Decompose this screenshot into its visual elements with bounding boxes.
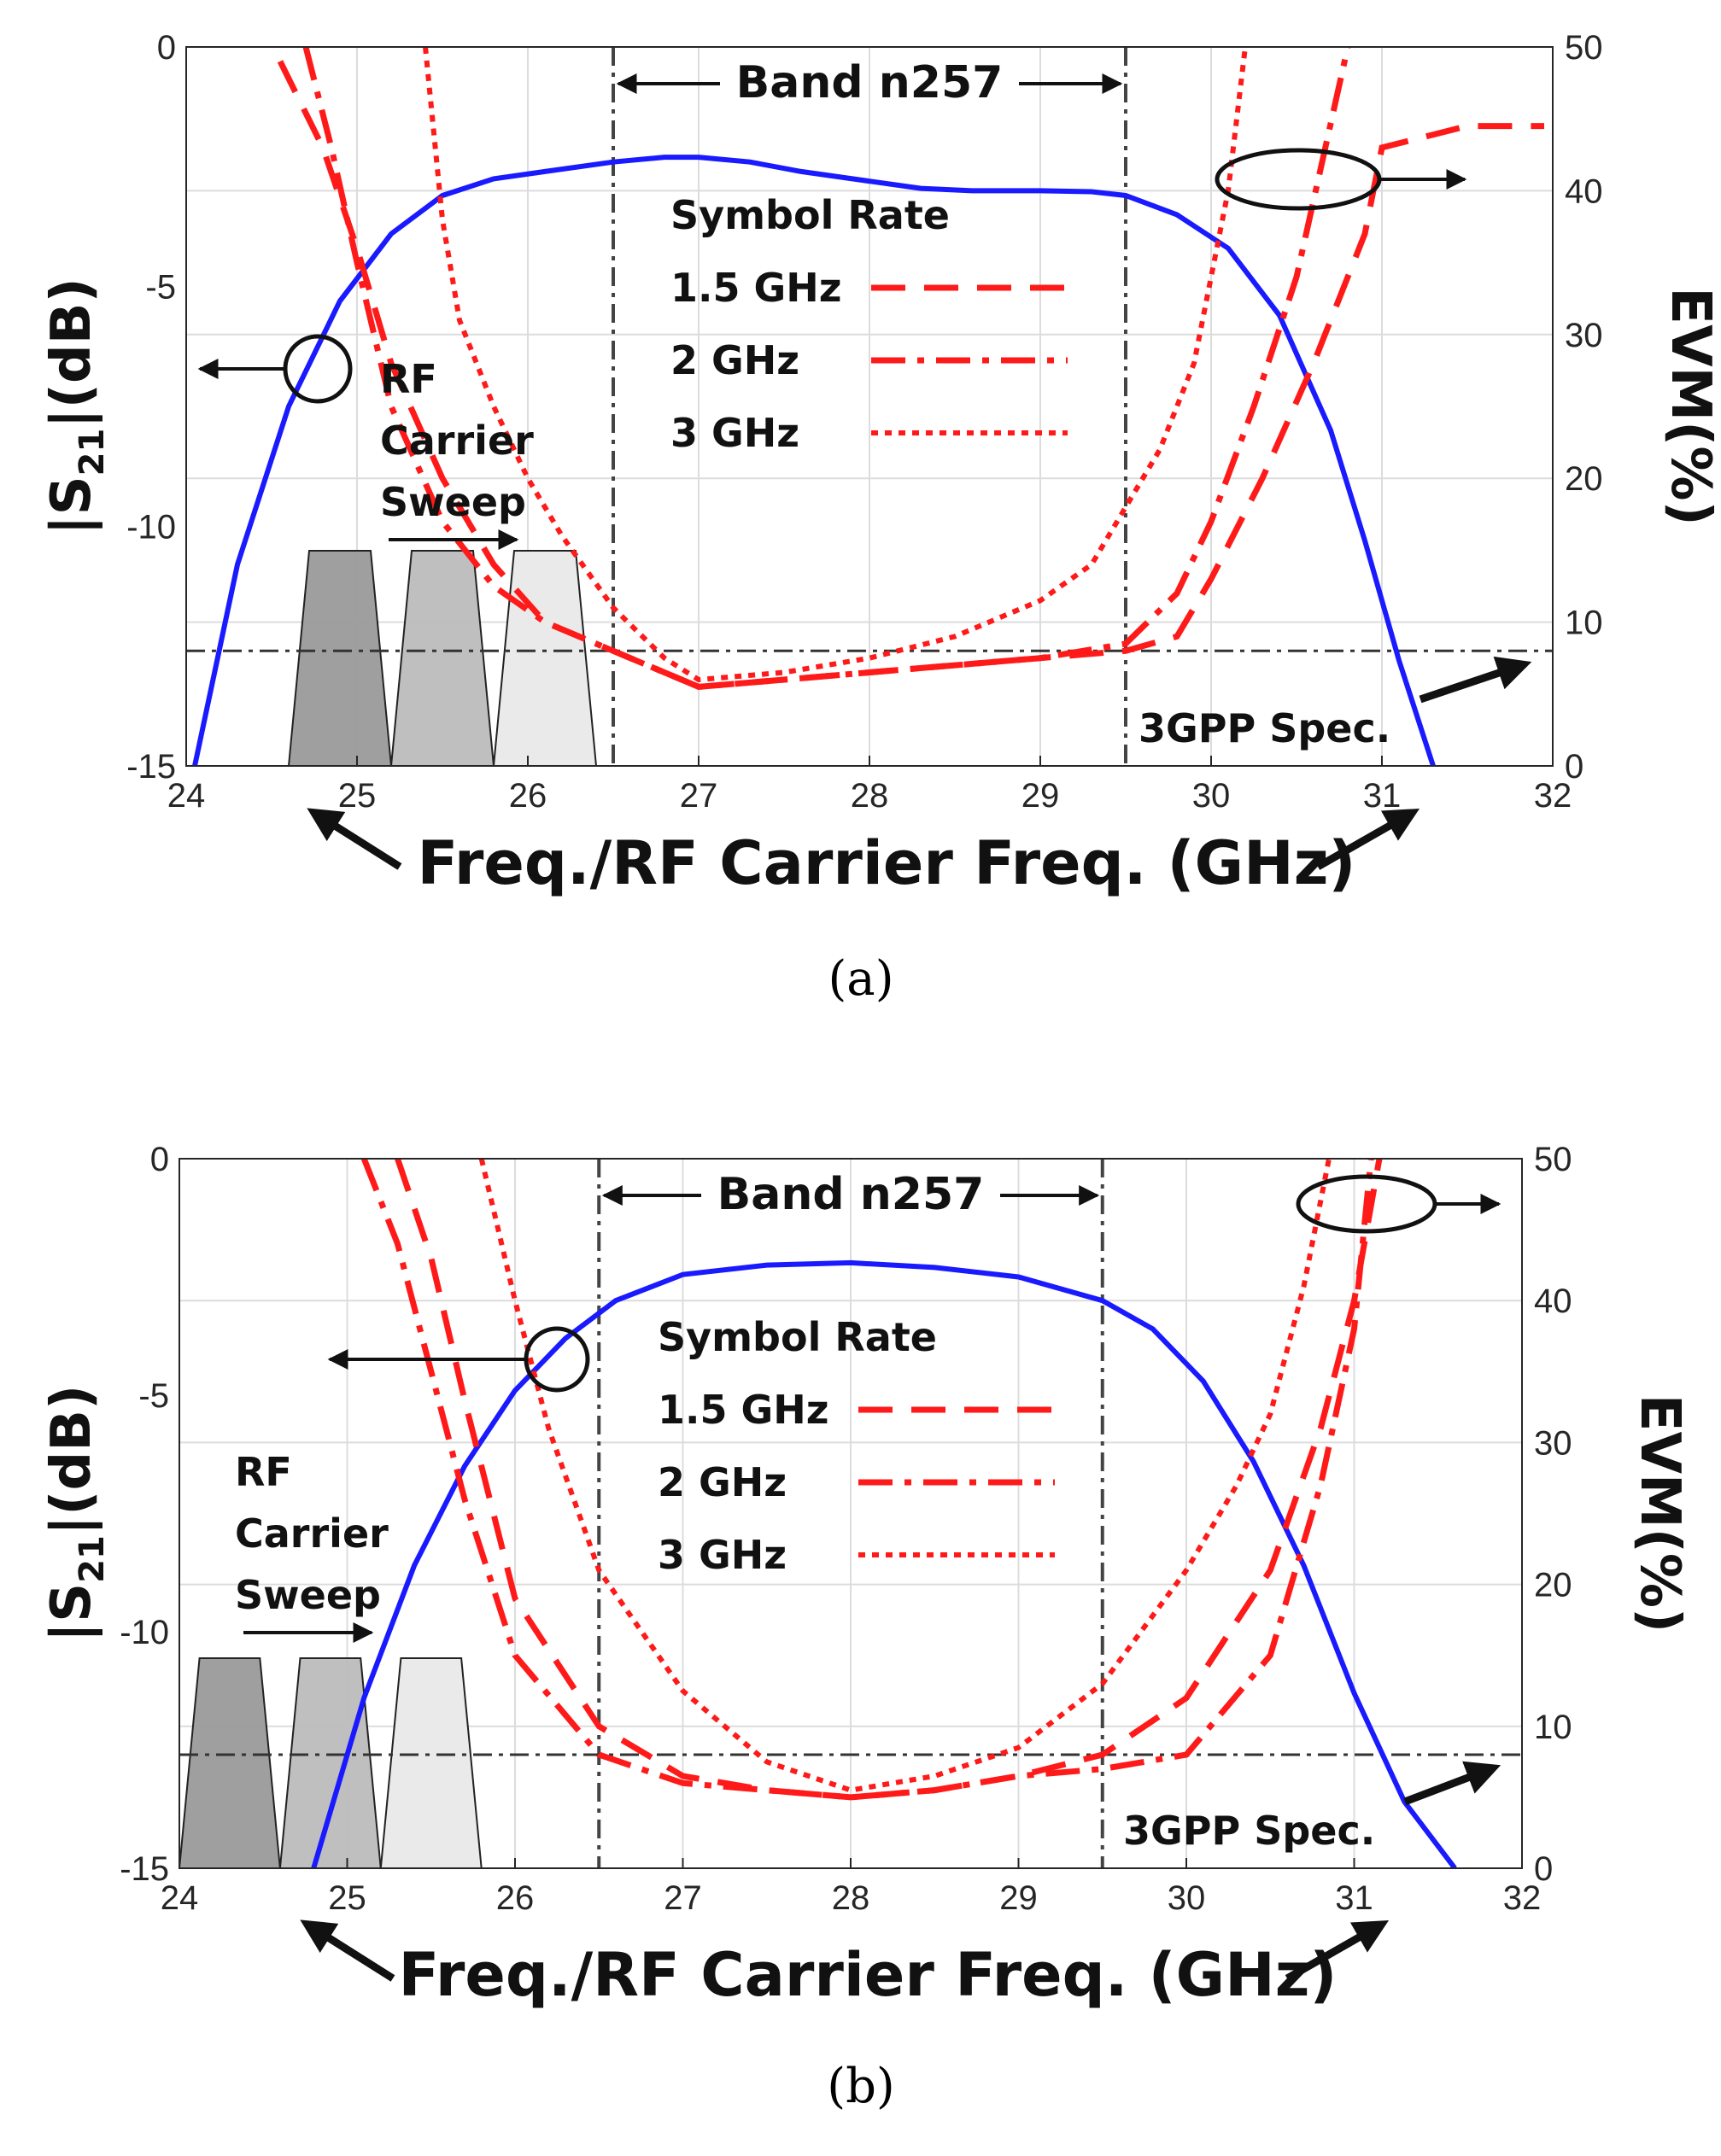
x-tick-label: 29: [999, 1879, 1038, 1917]
x-tick-label: 28: [851, 777, 889, 815]
y-right-axis-label: EVM(%): [1659, 287, 1721, 526]
x-tick-label: 25: [338, 777, 377, 815]
x-tick-label: 26: [496, 1879, 535, 1917]
carrier-label-line: Carrier: [380, 418, 534, 464]
x-tick-label: 26: [509, 777, 547, 815]
y-left-axis-label-sub: 21: [73, 1535, 112, 1583]
chart-svg-a: 24 25 26 27 28 29 30 31 32 -15 -10 -5 0 0 10 20 30 40 50 |S…: [40, 29, 1721, 1007]
y-left-tick-label: -10: [120, 1614, 169, 1651]
y-left-axis-label-main: |S: [40, 1583, 103, 1642]
y-right-tick-label: 20: [1565, 460, 1603, 498]
x-axis-label: Freq./RF Carrier Freq. (GHz): [418, 828, 1356, 898]
y-left-axis-label-tail: |(dB): [40, 278, 103, 428]
series-line-3-ghz: [423, 47, 1248, 683]
series-line--s21-: [311, 1259, 1457, 1868]
y-left-tick-label: -15: [120, 1850, 169, 1888]
carrier-label-line: RF: [235, 1449, 292, 1495]
x-label-arrow-right: [1315, 808, 1420, 870]
y-right-axis-label: EVM(%): [1628, 1394, 1691, 1633]
x-tick-label: 30: [1192, 777, 1231, 815]
x-tick-label: 29: [1021, 777, 1060, 815]
x-tick-label: 31: [1335, 1879, 1373, 1917]
x-tick-label: 27: [680, 777, 718, 815]
y-left-tick-label: -10: [126, 508, 176, 546]
y-left-tick-label: -15: [126, 748, 176, 786]
legend-label: 1.5 GHz: [670, 265, 842, 311]
x-tick-label: 32: [1503, 1879, 1542, 1917]
y-right-tick-label: 50: [1534, 1141, 1572, 1178]
series-line-2-ghz: [360, 1159, 1374, 1801]
series-line--s21-: [192, 155, 1436, 766]
series-line-2-ghz: [302, 47, 1351, 690]
series-line-3-ghz: [478, 1159, 1332, 1793]
y-right-tick-label: 50: [1565, 29, 1603, 67]
carrier-label-line: Carrier: [235, 1510, 389, 1557]
y-left-axis-label: |S21|(dB): [40, 278, 112, 535]
y-left-tick-label: 0: [150, 1141, 169, 1178]
x-tick-label: 30: [1168, 1879, 1206, 1917]
chart-figure-b: 24 25 26 27 28 29 30 31 32 -15 -10 -5 0 0 10 20 30 40 50 |S…: [0, 1078, 1721, 2156]
legend-label: 3 GHz: [658, 1532, 787, 1578]
y-right-tick-label: 20: [1534, 1567, 1572, 1604]
y-right-tick-label: 40: [1565, 172, 1603, 210]
band-label: Band n257: [717, 1169, 985, 1220]
y-left-tick-label: 0: [157, 29, 176, 67]
legend-title: Symbol Rate: [658, 1314, 937, 1360]
y-right-tick-label: 40: [1534, 1282, 1572, 1320]
series-group: [311, 1159, 1457, 1868]
x-axis-label: Freq./RF Carrier Freq. (GHz): [399, 1940, 1338, 2010]
y-left-axis-label-sub: 21: [73, 429, 112, 476]
carrier-label-line: RF: [380, 356, 437, 402]
legend-label: 2 GHz: [670, 337, 799, 383]
spec-label: 3GPP Spec.: [1123, 1808, 1375, 1854]
y-right-tick-label: 10: [1534, 1709, 1572, 1746]
y-left-axis-label-tail: |(dB): [40, 1385, 103, 1535]
y-right-tick-label: 30: [1565, 317, 1603, 354]
spec-arrow: [1403, 1761, 1501, 1806]
y-left-axis-label: |S21|(dB): [40, 1385, 112, 1643]
legend-label: 2 GHz: [658, 1459, 787, 1505]
legend-label: 1.5 GHz: [658, 1387, 829, 1433]
x-tick-label: 27: [664, 1879, 702, 1917]
series-line-1-5-ghz: [395, 1159, 1383, 1801]
y-left-tick-label: -5: [138, 1377, 169, 1415]
figure-caption: (a): [828, 951, 893, 1007]
x-label-arrow-left: [307, 808, 402, 870]
x-tick-label: 24: [161, 1879, 199, 1917]
y-left-tick-label: -5: [145, 269, 176, 307]
legend-label: 3 GHz: [670, 410, 799, 456]
band-label: Band n257: [736, 57, 1004, 108]
y-right-tick-label: 0: [1565, 748, 1583, 786]
chart-figure-a: 24 25 26 27 28 29 30 31 32 -15 -10 -5 0 0 10 20 30 40 50 |S…: [40, 29, 1721, 1007]
x-tick-label: 31: [1363, 777, 1402, 815]
y-right-tick-label: 0: [1534, 1850, 1553, 1888]
y-right-tick-label: 10: [1565, 605, 1603, 642]
carrier-label-line: Sweep: [380, 479, 526, 525]
series-group: [192, 47, 1544, 766]
spec-arrow: [1419, 656, 1532, 704]
legend-title: Symbol Rate: [670, 192, 950, 238]
x-label-arrow-left: [300, 1919, 395, 1982]
x-tick-label: 32: [1534, 777, 1572, 815]
x-label-arrow-right: [1285, 1919, 1390, 1982]
chart-svg-b: 24 25 26 27 28 29 30 31 32 -15 -10 -5 0 0 10 20 30 40 50 |S…: [40, 1141, 1691, 2114]
carrier-label-line: Sweep: [235, 1572, 381, 1618]
x-tick-label: 24: [167, 777, 206, 815]
y-left-axis-label-main: |S: [40, 476, 103, 535]
x-tick-label: 28: [832, 1879, 870, 1917]
figure-caption: (b): [827, 2059, 895, 2114]
spec-label: 3GPP Spec.: [1139, 705, 1390, 751]
x-tick-label: 25: [328, 1879, 366, 1917]
y-right-tick-label: 30: [1534, 1424, 1572, 1462]
